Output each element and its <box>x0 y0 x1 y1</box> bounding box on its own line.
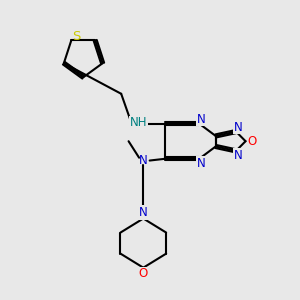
Text: N: N <box>196 157 206 170</box>
Text: S: S <box>72 30 81 43</box>
Text: O: O <box>247 135 256 148</box>
Text: N: N <box>139 206 148 219</box>
Text: N: N <box>196 112 206 126</box>
Text: O: O <box>139 267 148 280</box>
Text: N: N <box>233 148 242 162</box>
Text: N: N <box>139 154 148 167</box>
Text: NH: NH <box>130 116 148 129</box>
Text: N: N <box>233 121 242 134</box>
